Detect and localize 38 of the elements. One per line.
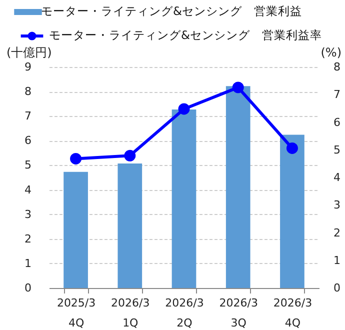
y-tick-label: 5 — [24, 158, 32, 172]
y-tick-label: 7 — [24, 110, 32, 123]
point — [286, 142, 298, 154]
x-tick-label: 2026/3 1Q — [111, 296, 150, 330]
y-tick-label: 3 — [24, 208, 32, 221]
y2-tick-label: 8 — [334, 60, 340, 74]
y-tick-label: 2 — [24, 232, 32, 246]
y-tick-label: 8 — [24, 85, 32, 98]
point — [232, 82, 244, 94]
point — [178, 103, 190, 115]
y-tick-label: 1 — [24, 256, 32, 270]
x-tick-label: 2026/3 2Q — [165, 296, 204, 330]
y-tick-label: 0 — [24, 282, 32, 294]
y2-tick-label: 5 — [334, 143, 340, 156]
x-tick-label: 2025/3 4Q — [56, 296, 96, 330]
bar — [64, 172, 88, 288]
y-axis-title: (十億円) — [6, 46, 52, 60]
bar — [280, 134, 304, 288]
y2-tick-label: 1 — [334, 254, 340, 267]
point — [70, 152, 82, 164]
y2-axis-title: (%) — [320, 46, 342, 60]
bar — [226, 86, 250, 288]
y2-tick-label: 2 — [334, 226, 340, 240]
y2-tick-label: 4 — [334, 171, 340, 184]
bar — [172, 109, 196, 288]
y-tick-label: 4 — [24, 183, 32, 196]
point — [124, 150, 136, 162]
x-tick-label: 2026/3 4Q — [273, 296, 312, 330]
x-tick-label: 2026/3 3Q — [219, 296, 258, 330]
y-tick-label: 9 — [24, 60, 32, 74]
legend-label: モーター・ライティング&センシング 営業利益 — [41, 4, 302, 18]
legend-label: モーター・ライティング&センシング 営業利益率 — [49, 28, 322, 42]
y2-tick-label: 3 — [334, 198, 340, 212]
y-tick-label: 6 — [24, 134, 32, 148]
bar — [118, 164, 142, 288]
y2-tick-label: 6 — [334, 116, 340, 129]
y2-tick-label: 7 — [334, 88, 340, 102]
y2-tick-label: 0 — [334, 282, 340, 294]
